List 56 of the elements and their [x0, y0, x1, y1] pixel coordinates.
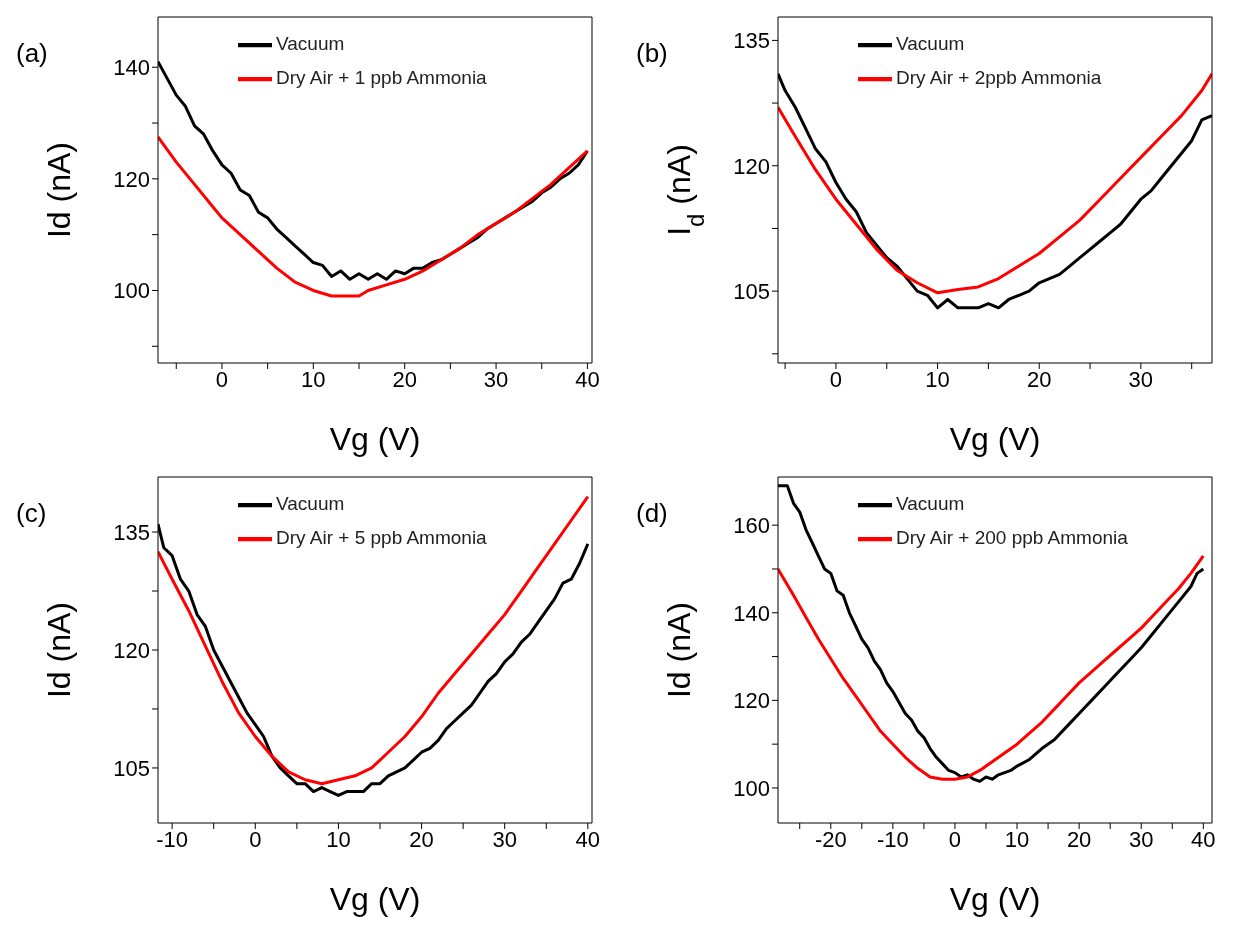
- y-axis-title: Id (nA): [41, 601, 77, 699]
- x-tick-label: 30: [492, 826, 517, 852]
- legend-label: Vacuum: [896, 33, 965, 55]
- y-tick-label: 105: [733, 278, 770, 304]
- y-tick-label: 105: [113, 755, 150, 781]
- x-tick-label: 0: [249, 826, 262, 852]
- x-tick-label: 40: [575, 826, 601, 852]
- text: (d): [636, 498, 668, 529]
- text: (c): [16, 498, 47, 529]
- x-axis-title: Vg (V): [329, 881, 421, 917]
- legend-label: Dry Air + 2ppb Ammonia: [896, 67, 1102, 89]
- line-series: [158, 135, 589, 298]
- x-tick-label: 10: [925, 366, 950, 392]
- y-axis-title: Id (nA): [661, 601, 697, 699]
- x-tick-label: -20: [814, 826, 847, 852]
- line-series: [778, 554, 1205, 781]
- x-tick-label: 0: [948, 826, 962, 852]
- x-tick-label: 30: [483, 366, 509, 392]
- x-tick-label: 0: [829, 366, 843, 392]
- legend-label: Dry Air + 200 ppb Ammonia: [896, 527, 1128, 549]
- y-tick-label: 120: [733, 153, 770, 179]
- x-tick-label: 30: [1128, 366, 1154, 392]
- x-tick-label: 20: [1026, 366, 1052, 392]
- y-tick-label: 100: [733, 775, 770, 801]
- legend-label: Vacuum: [276, 33, 345, 55]
- x-tick-label: 10: [1004, 826, 1030, 852]
- text: (a): [16, 38, 48, 69]
- x-tick-label: 10: [326, 826, 351, 852]
- x-tick-label: 40: [575, 366, 600, 392]
- x-tick-label: 20: [392, 366, 417, 392]
- x-axis-title: Vg (V): [949, 421, 1041, 457]
- x-tick-label: 30: [1128, 826, 1154, 852]
- y-axis-title: Id (nA): [41, 141, 77, 239]
- y-tick-label: 120: [113, 637, 150, 663]
- y-tick-label: 140: [113, 55, 150, 81]
- x-tick-label: 20: [409, 826, 434, 852]
- legend-label: Dry Air + 5 ppb Ammonia: [276, 527, 487, 549]
- y-tick-label: 135: [733, 28, 770, 54]
- x-tick-label: 10: [301, 366, 326, 392]
- y-tick-label: 160: [733, 512, 770, 538]
- y-tick-label: 120: [733, 688, 770, 714]
- y-tick-label: 135: [113, 519, 150, 545]
- legend-label: Dry Air + 1 ppb Ammonia: [276, 67, 487, 89]
- x-tick-label: -10: [876, 826, 909, 852]
- x-tick-label: -10: [156, 826, 189, 852]
- y-tick-label: 100: [113, 278, 150, 304]
- x-axis-title: Vg (V): [949, 881, 1041, 917]
- x-tick-label: 0: [215, 366, 229, 392]
- y-tick-label: 120: [113, 166, 150, 192]
- text: (b): [636, 38, 668, 69]
- x-axis-title: Vg (V): [329, 421, 421, 457]
- y-tick-label: 140: [733, 600, 770, 626]
- legend-label: Vacuum: [896, 493, 965, 515]
- x-tick-label: 20: [1066, 826, 1092, 852]
- x-tick-label: 40: [1191, 826, 1216, 852]
- legend-label: Vacuum: [276, 493, 345, 515]
